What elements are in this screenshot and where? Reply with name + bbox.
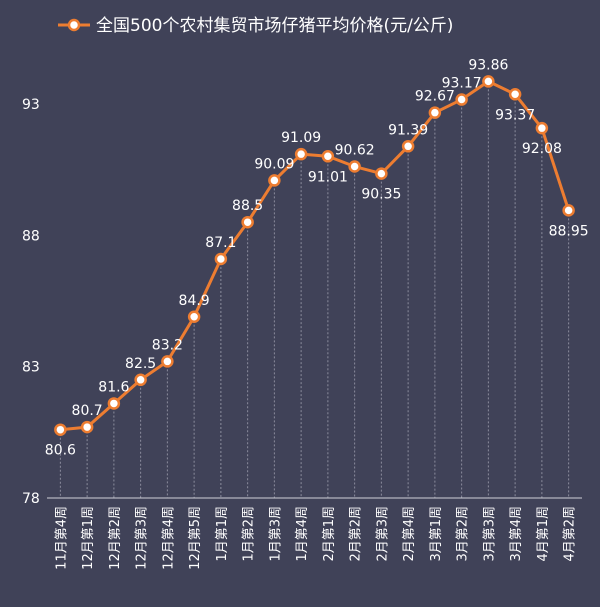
- data-label: 91.01: [308, 169, 348, 185]
- x-tick-label: 1月第3周: [268, 506, 283, 562]
- data-point: [508, 88, 522, 101]
- data-label: 88.5: [232, 198, 263, 214]
- data-point: [428, 106, 442, 119]
- data-point: [348, 160, 361, 173]
- x-tick-label: 12月第4周: [161, 506, 176, 570]
- data-label: 83.2: [152, 337, 183, 353]
- data-label: 80.7: [72, 403, 103, 419]
- data-label: 90.35: [361, 187, 401, 203]
- data-point: [107, 397, 121, 410]
- y-tick-label: 93: [22, 97, 40, 113]
- x-tick-label: 1月第4周: [295, 506, 310, 562]
- data-point: [401, 140, 415, 153]
- x-tick-label: 1月第1周: [215, 506, 230, 562]
- data-label: 92.67: [415, 89, 455, 105]
- data-point: [214, 252, 228, 266]
- x-tick-label: 11月第4周: [54, 506, 69, 570]
- data-label: 91.39: [388, 122, 428, 138]
- data-label: 81.6: [98, 379, 129, 395]
- data-label: 82.5: [125, 356, 156, 372]
- data-point: [562, 204, 575, 217]
- data-label: 84.9: [179, 293, 210, 309]
- data-point: [455, 93, 468, 106]
- drop-lines: [59, 81, 570, 498]
- legend: 全国500个农村集贸市场仔猪平均价格(元/公斤): [58, 16, 453, 36]
- data-point: [294, 147, 308, 161]
- x-tick-label: 2月第1周: [322, 506, 337, 562]
- data-label: 93.86: [468, 57, 508, 73]
- x-tick-label: 12月第5周: [188, 506, 203, 570]
- x-tick-label: 3月第4周: [509, 506, 524, 562]
- x-tick-label: 12月第3周: [135, 506, 150, 570]
- data-point: [187, 310, 201, 324]
- x-tick-label: 2月第4周: [402, 506, 417, 562]
- y-tick-label: 88: [22, 228, 40, 244]
- y-tick-label: 78: [22, 491, 40, 507]
- data-point: [482, 75, 495, 88]
- data-point: [535, 121, 549, 135]
- series-layer: [54, 75, 575, 436]
- data-label: 87.1: [205, 235, 236, 251]
- x-tick-label: 4月第1周: [536, 506, 551, 562]
- data-point: [375, 167, 388, 180]
- data-label: 80.6: [45, 443, 76, 459]
- x-tick-label: 2月第2周: [349, 506, 364, 562]
- x-tick-label: 4月第2周: [563, 506, 578, 562]
- legend-label: 全国500个农村集贸市场仔猪平均价格(元/公斤): [96, 16, 453, 36]
- x-tick-label: 1月第2周: [242, 506, 257, 562]
- x-tick-label: 3月第3周: [482, 506, 497, 562]
- data-label: 93.37: [495, 107, 535, 123]
- x-tick-label: 12月第1周: [81, 506, 96, 570]
- x-tick-label: 2月第3周: [375, 506, 390, 562]
- x-tick-label: 12月第2周: [108, 506, 123, 570]
- data-label: 92.08: [522, 141, 562, 157]
- data-label: 90.09: [254, 156, 294, 172]
- data-point: [161, 355, 174, 368]
- data-point: [241, 215, 254, 229]
- data-labels: 80.6 80.7 81.6 82.5 83.2 84.9 87.1 88.5 90.09 91.…: [45, 57, 589, 458]
- data-label: 93.17: [442, 76, 482, 92]
- x-axis-ticks: 11月第4周 12月第1周 12月第2周 12月第3周 12月第4周 12月第5周 1月第1…: [54, 506, 577, 570]
- x-tick-label: 3月第1周: [429, 506, 444, 562]
- x-tick-label: 3月第2周: [456, 506, 471, 562]
- y-tick-label: 83: [22, 360, 40, 376]
- data-point: [134, 373, 147, 387]
- y-axis-ticks: 78 83 88 93: [22, 97, 40, 507]
- data-label: 88.95: [549, 223, 589, 239]
- data-label: 91.09: [281, 130, 321, 146]
- data-point: [321, 150, 335, 163]
- data-point: [268, 174, 281, 187]
- data-point: [54, 423, 67, 436]
- legend-marker-swatch: [67, 18, 81, 32]
- data-point: [80, 420, 94, 434]
- data-label: 90.62: [335, 143, 375, 159]
